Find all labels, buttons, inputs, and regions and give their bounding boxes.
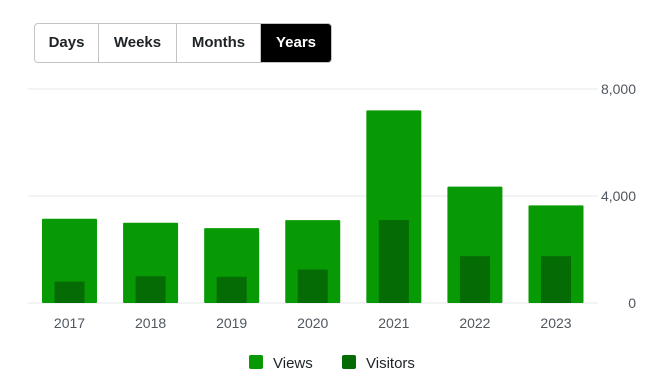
visitors-bar[interactable] <box>135 276 166 303</box>
period-selector: Days Weeks Months Years <box>34 23 332 63</box>
tab-months[interactable]: Months <box>177 24 261 62</box>
x-tick-label: 2023 <box>540 315 571 331</box>
visitors-bar[interactable] <box>216 276 247 303</box>
legend-visitors-label: Visitors <box>366 355 415 372</box>
x-tick-label: 2020 <box>297 315 328 331</box>
visitors-bar[interactable] <box>378 220 409 303</box>
tab-days[interactable]: Days <box>35 24 99 62</box>
y-tick-label: 4,000 <box>601 188 636 204</box>
legend-views-label: Views <box>273 355 313 372</box>
y-tick-label: 0 <box>628 295 636 311</box>
x-tick-label: 2018 <box>135 315 166 331</box>
legend-visitors-swatch <box>342 355 356 369</box>
tab-weeks[interactable]: Weeks <box>99 24 177 62</box>
visitors-bar[interactable] <box>54 281 85 303</box>
x-tick-label: 2022 <box>459 315 490 331</box>
tab-years[interactable]: Years <box>261 24 331 62</box>
visitors-bar[interactable] <box>297 269 328 303</box>
visitors-bar[interactable] <box>459 256 490 303</box>
visitors-bar[interactable] <box>541 256 571 303</box>
x-tick-label: 2021 <box>378 315 409 331</box>
legend-views-swatch <box>249 355 263 369</box>
x-tick-label: 2017 <box>54 315 85 331</box>
x-tick-label: 2019 <box>216 315 247 331</box>
y-tick-label: 8,000 <box>601 81 636 97</box>
